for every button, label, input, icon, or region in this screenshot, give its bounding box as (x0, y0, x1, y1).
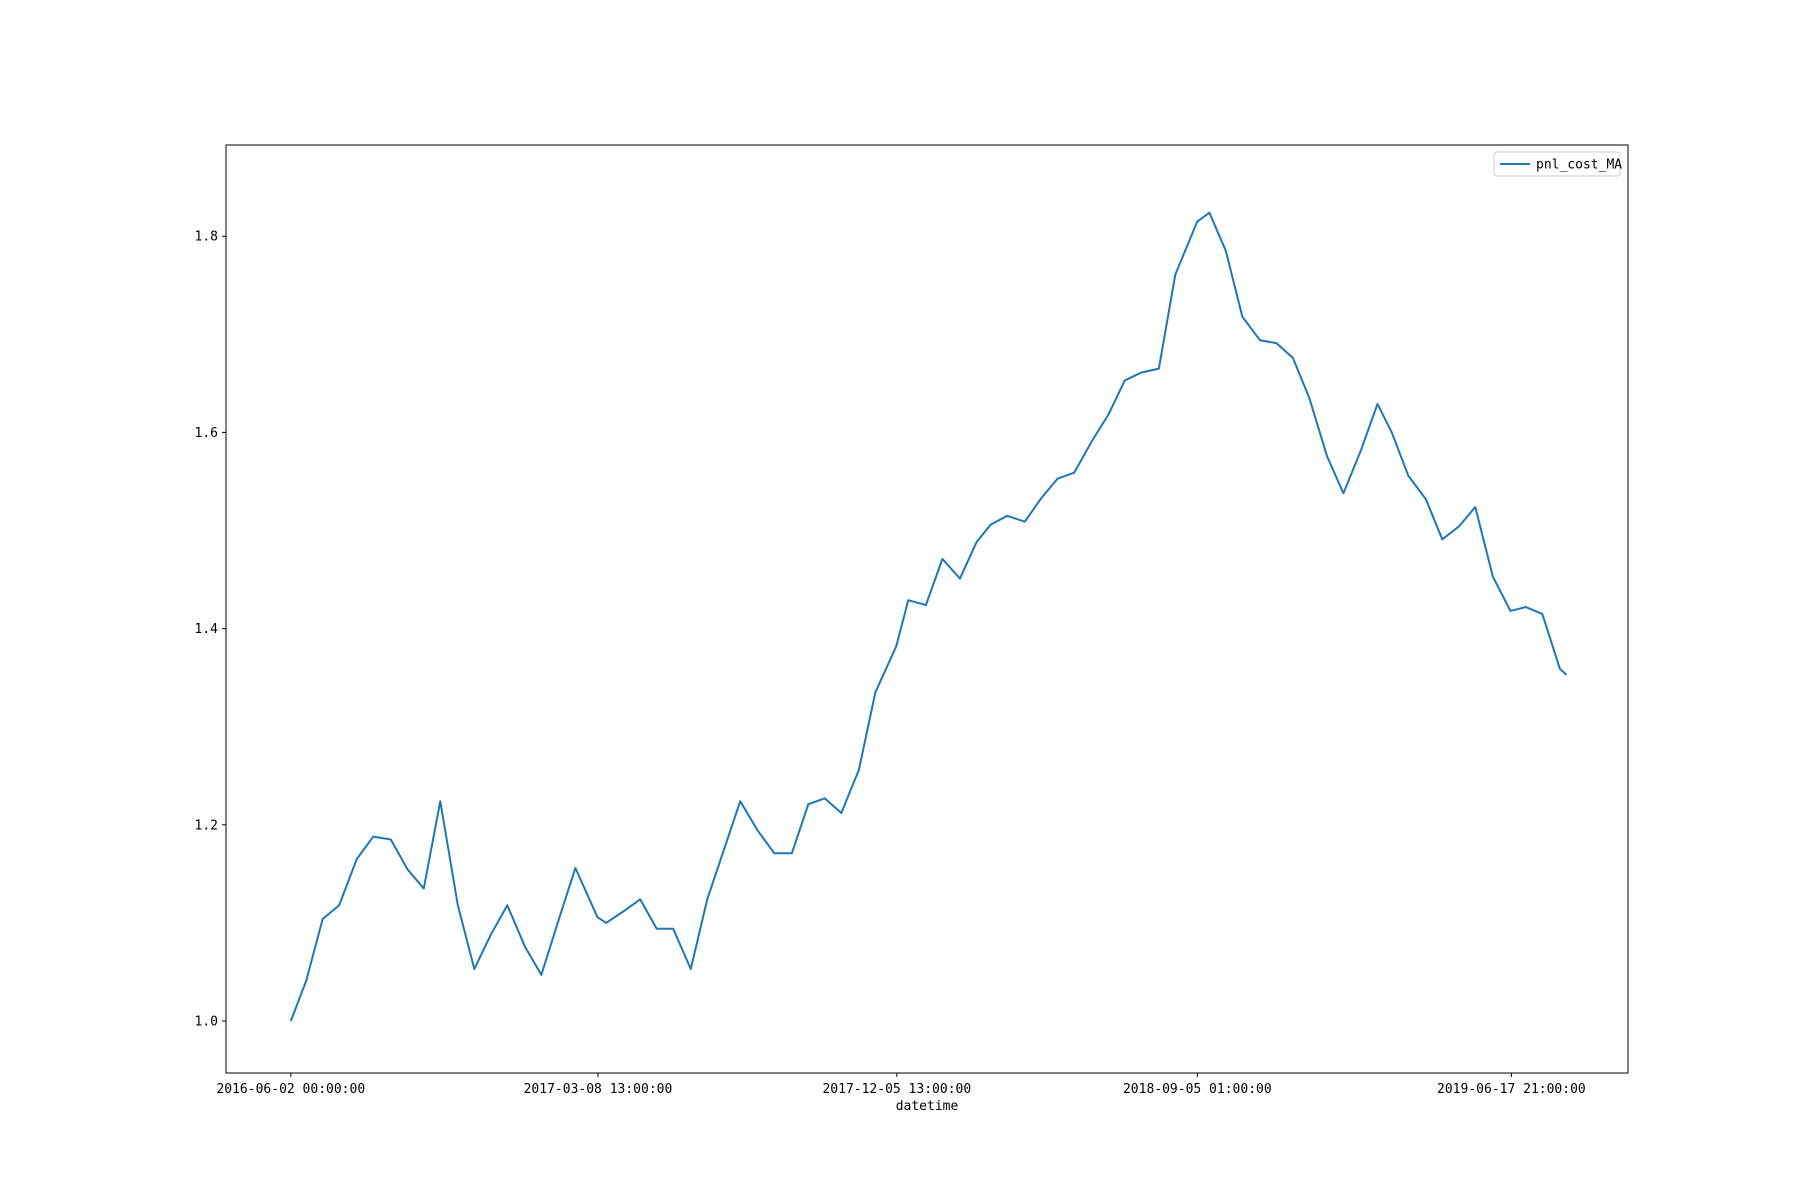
x-tick-label: 2018-09-05 01:00:00 (1123, 1082, 1272, 1097)
y-tick-label: 1.2 (195, 818, 218, 833)
axes-frame (225, 144, 1629, 1074)
x-tick-label: 2016-06-02 00:00:00 (216, 1082, 365, 1097)
y-tick-label: 1.4 (195, 622, 219, 637)
x-axis-label: datetime (896, 1099, 959, 1114)
x-tick-label: 2017-12-05 13:00:00 (822, 1082, 971, 1097)
legend-box (1493, 151, 1621, 177)
y-tick-label: 1.6 (195, 426, 218, 441)
y-tick-label: 1.0 (195, 1015, 218, 1030)
x-tick-label: 2019-06-17 21:00:00 (1437, 1082, 1586, 1097)
y-tick-label: 1.8 (195, 230, 218, 245)
x-tick-label: 2017-03-08 13:00:00 (524, 1082, 673, 1097)
legend-label: pnl_cost_MA (1536, 158, 1622, 173)
line (289, 211, 1568, 1022)
